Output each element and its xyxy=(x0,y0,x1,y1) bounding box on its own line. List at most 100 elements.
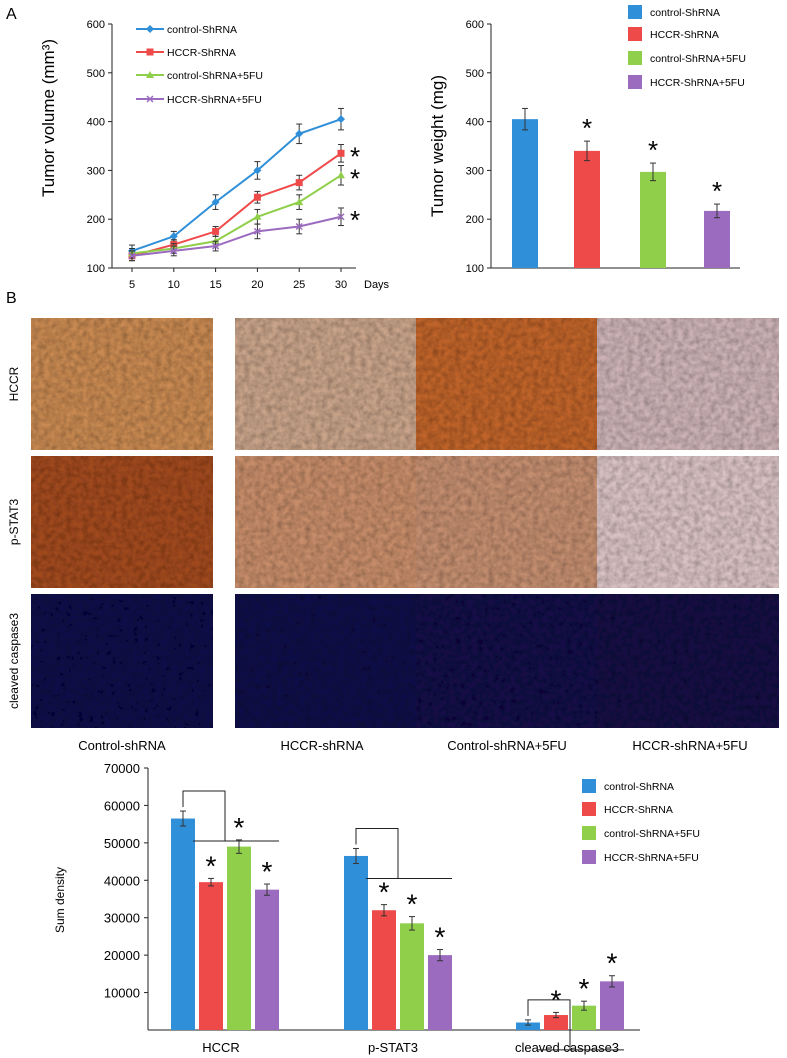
y-tick-label: 40000 xyxy=(104,873,140,888)
legend-label: control-ShRNA+5FU xyxy=(604,828,700,840)
significance-star: * xyxy=(350,141,360,171)
x-tick-label: 20 xyxy=(251,279,263,291)
comparison-bracket xyxy=(355,827,399,879)
data-point xyxy=(170,247,178,255)
significance-star: * xyxy=(262,856,273,887)
data-point xyxy=(212,242,220,250)
ihc-image xyxy=(416,456,598,588)
x-tick-label: 15 xyxy=(209,279,221,291)
legend-label: control-ShRNA+5FU xyxy=(167,70,263,82)
significance-star: * xyxy=(379,877,390,908)
bar xyxy=(171,818,195,1030)
series-line xyxy=(131,215,342,257)
panel-label-a: A xyxy=(6,6,17,23)
data-point xyxy=(337,213,345,221)
legend-swatch xyxy=(628,5,642,19)
data-point xyxy=(295,179,303,187)
legend-marker xyxy=(146,95,154,103)
legend-swatch xyxy=(628,75,642,89)
legend-label: HCCR-ShRNA+5FU xyxy=(167,94,262,106)
bar xyxy=(512,119,538,268)
data-point xyxy=(253,193,261,201)
data-point xyxy=(337,115,345,124)
legend-label: control-ShRNA+5FU xyxy=(650,53,746,65)
bar xyxy=(199,882,223,1030)
legend-label: HCCR-ShRNA xyxy=(650,29,719,41)
data-point xyxy=(211,198,220,207)
data-point xyxy=(295,222,303,231)
x-tick-label: 30 xyxy=(335,279,347,291)
y-tick-label: 10000 xyxy=(104,986,140,1001)
y-tick-label: 60000 xyxy=(104,798,140,813)
legend-label: control-ShRNA xyxy=(650,7,720,19)
y-tick-label: 30000 xyxy=(104,911,140,926)
y-tick-label: 500 xyxy=(87,68,105,80)
y-tick-label: 400 xyxy=(466,117,484,129)
ihc-image xyxy=(597,594,779,728)
x-tick-label: 10 xyxy=(168,279,180,291)
significance-star: * xyxy=(579,973,590,1004)
data-point xyxy=(212,227,220,235)
ihc-image xyxy=(597,456,779,588)
comparison-bracket xyxy=(182,790,226,842)
bar xyxy=(372,910,396,1030)
ihc-image xyxy=(31,594,213,728)
y-axis-label: Sum density xyxy=(53,867,67,933)
significance-star: * xyxy=(712,176,722,206)
sum-density-legend: control-ShRNA HCCR-ShRNA control-ShRNA+5FU… xyxy=(582,779,700,864)
ihc-image xyxy=(235,456,417,588)
series-line xyxy=(131,152,342,257)
bar xyxy=(516,1022,540,1030)
bar xyxy=(704,210,730,268)
y-tick-label: 50000 xyxy=(104,836,140,851)
ihc-image xyxy=(416,318,598,450)
x-tick-label: HCCR xyxy=(202,1040,240,1055)
tumor-weight-legend: control-ShRNA HCCR-ShRNA control-ShRNA+5FU… xyxy=(628,5,746,89)
series-line xyxy=(131,118,342,252)
bar xyxy=(600,981,624,1030)
bar xyxy=(544,1015,568,1030)
ihc-image-grid: HCCR p-STAT3 cleaved caspase3 Control-shRNA… xyxy=(7,318,779,753)
legend-label: control-ShRNA xyxy=(604,781,674,793)
bar xyxy=(227,846,251,1030)
significance-star: * xyxy=(435,922,446,953)
ihc-image xyxy=(31,456,213,588)
data-point xyxy=(295,129,304,138)
significance-star: * xyxy=(607,948,618,979)
bar xyxy=(428,955,452,1030)
significance-star: * xyxy=(350,163,360,193)
significance-star: * xyxy=(234,812,245,843)
comparison-bracket xyxy=(527,999,571,1050)
legend-label: HCCR-ShRNA+5FU xyxy=(650,77,745,89)
y-tick-label: 20000 xyxy=(104,948,140,963)
legend-swatch xyxy=(582,826,596,840)
ihc-column-label: Control-shRNA xyxy=(78,738,166,753)
legend-swatch xyxy=(628,27,642,41)
x-tick-label: 5 xyxy=(129,279,135,291)
legend-swatch xyxy=(582,850,596,864)
ihc-image xyxy=(31,318,213,450)
significance-star: * xyxy=(648,135,658,165)
y-tick-label: 500 xyxy=(466,68,484,80)
sum-density-chart: 10000 20000 30000 40000 50000 60000 70000 Sum d… xyxy=(53,761,640,1055)
ihc-row-label: p-STAT3 xyxy=(7,499,21,546)
legend-swatch xyxy=(628,51,642,65)
ihc-column-label: HCCR-shRNA+5FU xyxy=(632,738,747,753)
ihc-column-label: Control-shRNA+5FU xyxy=(447,738,567,753)
bar xyxy=(400,923,424,1030)
tumor-volume-chart: 100 200 300 400 500 600 5 10 15 20 25 30 Days Tumor v… xyxy=(39,19,390,291)
ihc-image xyxy=(235,318,417,450)
y-tick-label: 70000 xyxy=(104,761,140,776)
significance-star: * xyxy=(206,850,217,881)
y-tick-label: 600 xyxy=(87,19,105,31)
ihc-row-label: HCCR xyxy=(7,366,21,401)
bar xyxy=(255,889,279,1030)
bar xyxy=(344,855,368,1030)
legend-swatch xyxy=(582,779,596,793)
data-point xyxy=(337,149,345,157)
significance-star: * xyxy=(350,205,360,235)
data-point xyxy=(169,232,178,241)
y-tick-label: 100 xyxy=(466,263,484,275)
x-tick-label: 25 xyxy=(293,279,305,291)
